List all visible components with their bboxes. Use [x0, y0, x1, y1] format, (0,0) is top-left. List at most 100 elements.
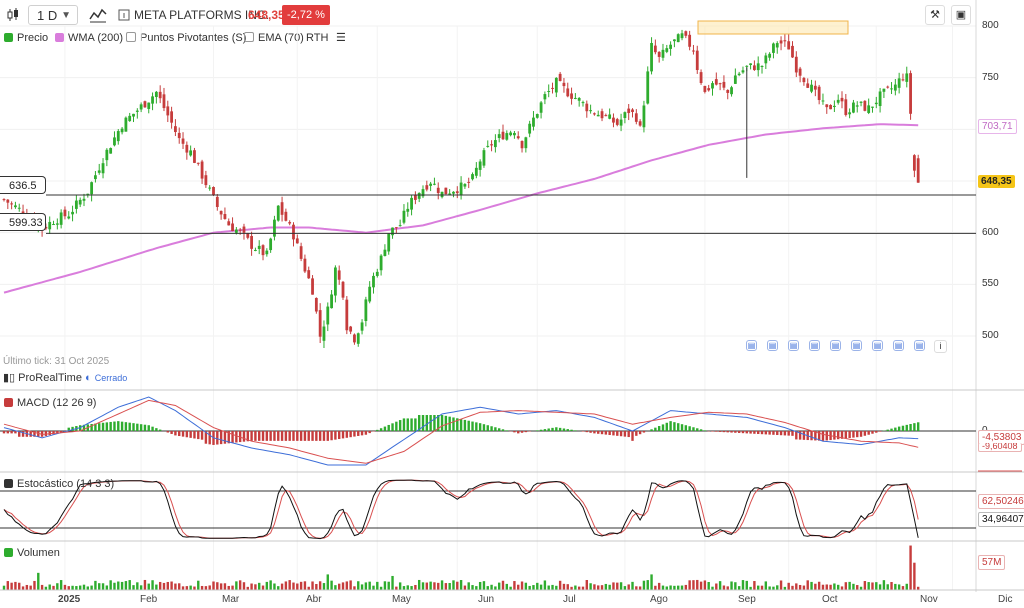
macd-histogram-bar: [863, 431, 867, 436]
level-label-636[interactable]: 636.5: [0, 176, 46, 194]
macd-histogram-bar: [524, 431, 528, 433]
candle-body: [74, 200, 78, 209]
volume-bar: [467, 582, 470, 590]
volume-bar: [555, 585, 558, 590]
volume-bar: [593, 584, 596, 590]
event-icon[interactable]: ▤: [767, 340, 778, 351]
macd-histogram-bar: [269, 431, 272, 441]
macd-histogram-bar: [486, 425, 489, 431]
legend-wma[interactable]: WMA (200): [55, 30, 123, 46]
chevron-down-icon: ▼: [61, 10, 71, 21]
macd-histogram-bar: [387, 424, 390, 431]
candle-body: [318, 310, 322, 337]
level-label-599[interactable]: 599.33: [0, 213, 46, 231]
event-icon[interactable]: ▤: [746, 340, 757, 351]
info-square-icon[interactable]: [118, 5, 130, 25]
macd-histogram-bar: [631, 431, 634, 441]
legend-pivots-label: Puntos Pivotantes (S): [140, 32, 247, 44]
event-icon[interactable]: ▤: [830, 340, 841, 351]
macd-histogram-bar: [280, 431, 284, 441]
candle-body: [433, 183, 436, 185]
volume-bar: [585, 579, 588, 590]
stoch-d-value: 62,50246: [978, 494, 1024, 509]
macd-histogram-bar: [558, 427, 562, 431]
candle-body: [231, 223, 234, 232]
macd-histogram-bar: [494, 427, 497, 431]
volume-bar: [33, 580, 36, 590]
candle-body: [63, 209, 67, 217]
window-icon[interactable]: ▣: [951, 5, 971, 25]
volume-bar: [223, 583, 227, 590]
legend-pivots[interactable]: Puntos Pivotantes (S): [126, 30, 246, 46]
wrench-icon[interactable]: ⚒: [925, 5, 945, 25]
candle-body: [288, 222, 292, 224]
candle-body: [86, 193, 90, 196]
candle-body: [276, 205, 280, 221]
indicators-icon[interactable]: [88, 5, 108, 25]
event-icon[interactable]: ▤: [809, 340, 820, 351]
price-tick: 600: [982, 226, 999, 238]
event-icon[interactable]: ▤: [872, 340, 883, 351]
macd-histogram-bar: [18, 431, 21, 437]
candle-body: [543, 94, 547, 100]
month-label: Ago: [650, 594, 668, 605]
event-icon[interactable]: ▤: [788, 340, 799, 351]
macd-histogram-bar: [181, 431, 185, 437]
legend-ema[interactable]: EMA (70): [244, 30, 304, 46]
event-icon[interactable]: ▤: [851, 340, 862, 351]
candle-body: [151, 96, 154, 104]
candles-icon[interactable]: [6, 5, 20, 25]
event-icon[interactable]: ▤: [914, 340, 925, 351]
candle-body: [852, 102, 855, 113]
candle-body: [383, 249, 387, 256]
macd-histogram-bar: [730, 431, 733, 433]
candle-body: [619, 119, 623, 126]
volume-bar: [387, 581, 390, 590]
macd-line: [3, 396, 919, 466]
volume-bar: [570, 586, 573, 590]
macd-histogram-bar: [2, 431, 6, 434]
info-icon[interactable]: i: [934, 340, 947, 353]
macd-histogram-bar: [227, 431, 230, 444]
candle-body: [657, 51, 661, 57]
candle-body: [128, 115, 132, 122]
price-tick: 500: [982, 330, 999, 341]
top-toolbar: 1 D ▼ META PLATFORMS INC. 648,35 -2,72 %…: [0, 0, 1024, 30]
candle-body: [615, 119, 619, 125]
macd-histogram-bar: [101, 422, 105, 431]
volume-bar: [341, 582, 345, 590]
timeframe-select[interactable]: 1 D ▼: [28, 5, 78, 25]
candle-body: [692, 50, 695, 52]
macd-histogram-bar: [722, 431, 726, 433]
volume-bar: [562, 583, 566, 590]
macd-histogram-bar: [859, 431, 863, 437]
volume-bar: [193, 586, 196, 590]
candle-body: [402, 210, 406, 223]
volume-bar: [162, 582, 166, 590]
list-icon[interactable]: ☰: [336, 32, 346, 44]
macd-histogram-bar: [235, 431, 238, 443]
macd-histogram-bar: [185, 431, 189, 438]
candle-body: [234, 229, 238, 233]
volume-bar: [699, 581, 703, 590]
candle-body: [246, 233, 250, 238]
legend-precio[interactable]: Precio: [4, 30, 48, 46]
volume-bar: [661, 585, 665, 590]
macd-histogram-bar: [753, 431, 756, 434]
macd-histogram-bar: [360, 431, 364, 436]
candle-body: [124, 117, 128, 132]
event-icon[interactable]: ▤: [893, 340, 904, 351]
legend-rth[interactable]: RTH: [306, 30, 328, 46]
candle-body: [832, 105, 836, 107]
macd-histogram-bar: [688, 426, 691, 431]
volume-bar: [810, 581, 813, 590]
macd-histogram-bar: [90, 423, 93, 431]
candle-body: [223, 213, 227, 219]
volume-title-text: Volumen: [17, 547, 60, 559]
candle-body: [170, 111, 174, 123]
volume-bar: [528, 585, 531, 590]
candle-body: [181, 138, 185, 144]
macd-value-2: -9,60408: [978, 443, 1022, 452]
macd-histogram-bar: [368, 431, 371, 434]
